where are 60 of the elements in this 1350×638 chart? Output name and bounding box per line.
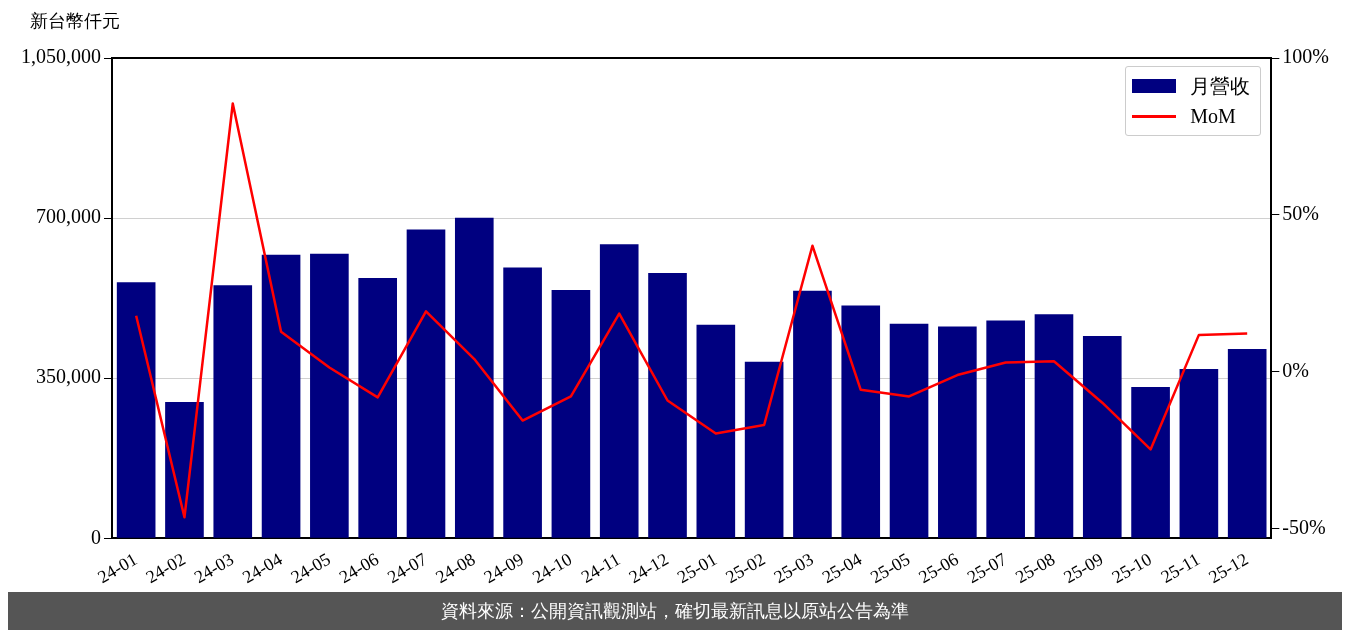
- bar: [1179, 369, 1219, 538]
- legend-label: 月營收: [1190, 73, 1251, 99]
- x-tick-label: 24-06: [335, 548, 383, 588]
- x-tick-label: 24-11: [577, 548, 624, 587]
- x-tick-label: 24-12: [625, 548, 672, 588]
- source-note: 資料來源：公開資訊觀測站，確切最新訊息以原站公告為準: [8, 592, 1342, 630]
- bar: [406, 229, 446, 538]
- x-tick-label: 24-09: [480, 548, 527, 588]
- bar: [165, 401, 204, 538]
- x-tick-label: 25-11: [1157, 548, 1204, 587]
- bar: [261, 254, 301, 538]
- x-tick-label: 24-05: [287, 548, 334, 588]
- y-tick-label: 700,000: [36, 205, 101, 228]
- bar: [599, 244, 639, 538]
- bar: [986, 320, 1025, 538]
- bar: [358, 278, 397, 538]
- y2-tick-label: 0%: [1282, 359, 1310, 382]
- x-tick-label: 24-08: [432, 548, 479, 588]
- bar: [116, 282, 156, 538]
- x-tick-label: 25-10: [1108, 548, 1155, 588]
- bar: [744, 361, 784, 538]
- bar: [454, 217, 494, 538]
- bar: [1131, 386, 1170, 538]
- x-tick-label: 25-09: [1060, 548, 1107, 588]
- bar: [938, 326, 977, 538]
- bar: [1034, 314, 1074, 538]
- x-tick-label: 25-05: [867, 548, 914, 588]
- x-tick-label: 24-01: [94, 548, 141, 588]
- y-axis-title: 新台幣仟元: [30, 10, 120, 31]
- y-tick-label: 0: [91, 525, 101, 548]
- bar: [841, 305, 881, 538]
- x-tick-label: 25-07: [963, 548, 1011, 588]
- bar: [648, 272, 687, 538]
- bar: [793, 290, 832, 538]
- x-tick-label: 25-08: [1011, 548, 1059, 588]
- x-tick-label: 25-04: [818, 548, 866, 588]
- bar: [310, 253, 349, 538]
- x-tick-label: 25-12: [1205, 548, 1252, 588]
- x-tick-label: 24-10: [528, 548, 576, 588]
- y-tick-label: 350,000: [36, 365, 101, 388]
- bar: [213, 285, 253, 538]
- bar: [696, 324, 736, 538]
- x-tick-label: 25-01: [673, 548, 721, 588]
- x-tick-label: 24-04: [239, 548, 286, 588]
- x-tick-label: 25-06: [915, 548, 962, 588]
- bar: [889, 323, 929, 538]
- x-tick-label: 24-02: [142, 548, 189, 588]
- bar: [1082, 336, 1122, 538]
- x-tick-label: 25-02: [722, 548, 769, 588]
- bar: [551, 289, 591, 538]
- x-tick-label: 25-03: [770, 548, 817, 588]
- y2-tick-label: 50%: [1282, 202, 1320, 225]
- y-tick-label: 1,050,000: [21, 45, 101, 68]
- bar: [503, 267, 542, 538]
- legend-label: MoM: [1190, 104, 1236, 128]
- y2-tick-label: -50%: [1282, 516, 1326, 539]
- x-tick-label: 24-07: [384, 548, 431, 588]
- y2-tick-label: 100%: [1282, 45, 1330, 68]
- bar: [1227, 348, 1267, 538]
- x-tick-label: 24-03: [190, 548, 238, 588]
